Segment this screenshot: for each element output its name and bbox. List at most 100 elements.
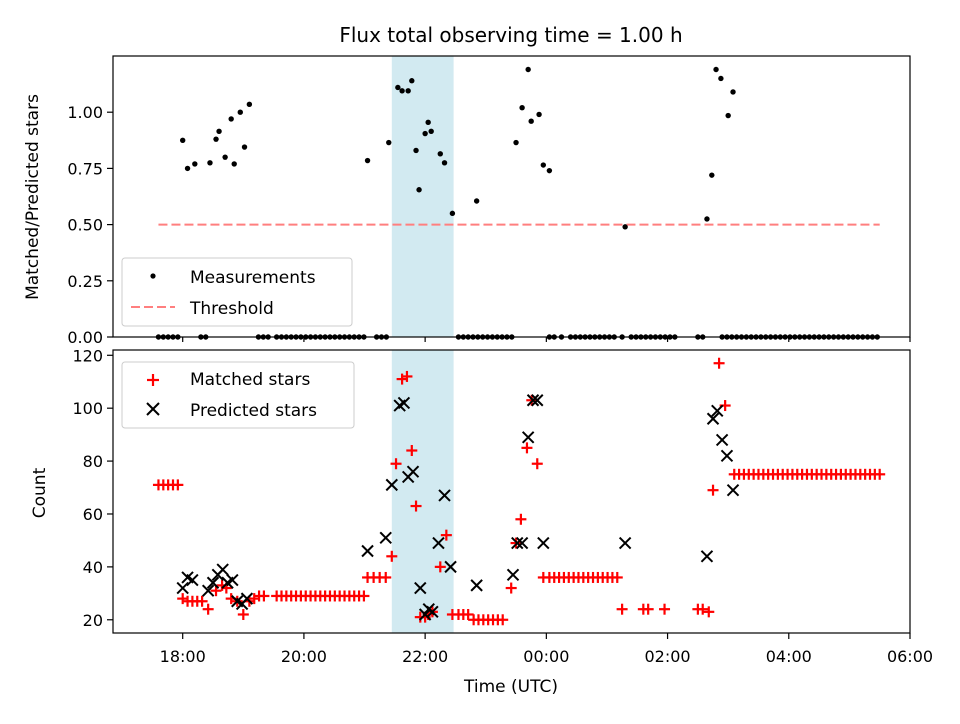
predicted-star-b <box>618 536 632 550</box>
predicted-star-point <box>226 573 239 587</box>
predicted-star-b <box>385 478 399 492</box>
predicted-star-point <box>385 478 399 492</box>
counts-y-tick-label: 100 <box>72 399 103 418</box>
predicted-star-b <box>706 412 720 425</box>
measurement-point <box>213 136 219 142</box>
matched-star-point <box>515 513 527 525</box>
counts-y-tick-label: 80 <box>83 452 103 471</box>
ratio-y-label: Matched/Predicted stars <box>23 94 43 300</box>
measurement-point <box>228 116 234 122</box>
predicted-star-point <box>397 396 411 410</box>
predicted-star-b <box>379 531 392 544</box>
counts-y-label: Count <box>30 467 50 518</box>
predicted-star-b <box>206 576 220 589</box>
predicted-star-b <box>700 550 714 563</box>
measurement-point <box>709 172 715 178</box>
predicted-star-b <box>444 560 457 574</box>
measurement-point <box>222 154 228 160</box>
ratio-highlight-span <box>391 56 454 337</box>
predicted-star-b <box>240 592 254 605</box>
predicted-star-b <box>720 449 734 463</box>
predicted-star-b <box>521 431 535 444</box>
measurement-point <box>179 137 186 143</box>
legend-matched-marker <box>147 374 159 386</box>
measurement-point <box>207 160 213 166</box>
matched-star-point <box>874 468 886 480</box>
predicted-star-b <box>506 568 520 582</box>
measurement-point <box>399 88 405 94</box>
predicted-star-b <box>715 433 729 447</box>
measurement-point <box>513 139 519 146</box>
predicted-star-b <box>470 579 483 592</box>
predicted-star-point <box>432 536 445 550</box>
predicted-star-b <box>711 404 724 418</box>
matched-star-point <box>611 571 623 583</box>
matched-stars-points <box>152 357 886 626</box>
ratio-y-tick-label: 1.00 <box>67 103 103 122</box>
measurement-point <box>409 78 415 84</box>
matched-star-point <box>401 370 413 382</box>
measurement-point <box>546 167 553 174</box>
counts-y-ticks: 20 40 60 80 100 120 <box>72 346 113 630</box>
predicted-star-b <box>418 608 432 621</box>
matched-star-point <box>521 442 533 454</box>
measurement-point <box>718 75 724 82</box>
predicted-star-point <box>361 544 374 558</box>
predicted-star-point <box>618 536 632 550</box>
measurement-point <box>704 216 710 222</box>
x-axis-label: Time (UTC) <box>463 677 558 697</box>
predicted-star-b <box>432 536 445 550</box>
matched-star-point <box>659 603 671 615</box>
measurement-point <box>422 130 428 137</box>
matched-star-point <box>531 458 543 470</box>
predicted-star-point <box>700 550 714 563</box>
measurement-point <box>725 112 731 119</box>
counts-x-tick-label: 18:00 <box>160 647 206 666</box>
predicted-star-point <box>720 449 734 463</box>
predicted-star-point <box>531 394 544 407</box>
ratio-axes-frame <box>112 55 911 338</box>
counts-y-tick-label: 120 <box>72 346 103 365</box>
matched-star-point <box>462 608 474 620</box>
predicted-star-point <box>715 433 729 447</box>
legend-measurements-label: Measurements <box>190 268 316 288</box>
matched-star-point <box>237 608 249 620</box>
predicted-star-b <box>397 396 411 410</box>
matched-star-point <box>616 603 628 615</box>
matched-star-point <box>703 606 715 618</box>
ratio-y-tick-label: 0.75 <box>67 159 103 178</box>
measurement-point <box>192 161 198 167</box>
measurement-point <box>405 88 411 94</box>
predicted-star-b <box>406 465 420 478</box>
legend-predicted-label: Predicted stars <box>190 401 317 421</box>
predicted-star-b <box>531 394 544 407</box>
measurement-point <box>428 128 434 135</box>
ratio-y-tick-label: 0.50 <box>67 216 103 235</box>
measurement-point <box>413 147 419 154</box>
measurement-point <box>449 210 456 217</box>
measurement-point <box>246 101 253 108</box>
predicted-star-b <box>426 605 439 619</box>
matched-star-point <box>434 561 446 573</box>
predicted-star-point <box>201 584 215 597</box>
predicted-star-point <box>186 573 199 587</box>
counts-axes-frame <box>112 349 911 634</box>
predicted-star-point <box>216 563 229 576</box>
measurement-point <box>437 151 443 157</box>
measurement-point <box>231 161 237 167</box>
predicted-star-b <box>181 571 194 584</box>
predicted-star-b <box>226 573 239 587</box>
counts-y-tick-label: 40 <box>83 558 103 577</box>
predicted-star-point <box>726 483 740 497</box>
measurement-point <box>536 111 542 118</box>
predicted-star-b <box>511 536 524 550</box>
predicted-star-point <box>418 608 432 621</box>
measurement-point <box>473 198 480 204</box>
predicted-star-point <box>406 465 420 478</box>
measurement-point <box>364 157 371 164</box>
measurement-point <box>519 105 525 111</box>
counts-x-ticks: 18:00 20:00 22:00 00:00 02:00 04:00 06:00 <box>160 633 933 666</box>
counts-y-tick-label: 60 <box>83 505 103 524</box>
matched-star-point <box>697 603 709 615</box>
